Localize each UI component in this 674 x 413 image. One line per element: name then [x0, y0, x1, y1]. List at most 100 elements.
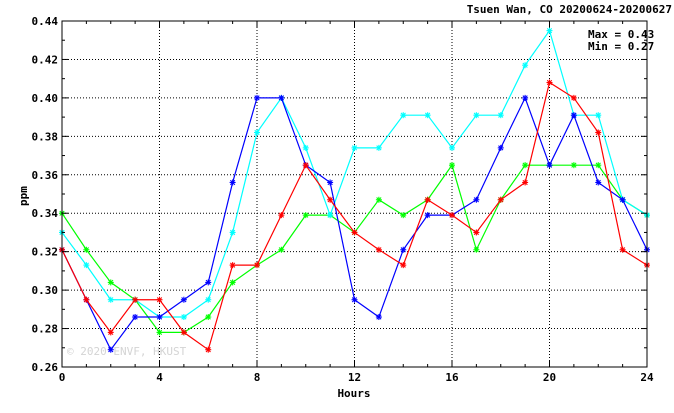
data-point [595, 112, 602, 119]
series-4 [59, 79, 650, 353]
y-tick-label: 0.36 [32, 169, 59, 182]
data-point [254, 129, 260, 136]
data-point [570, 162, 577, 169]
data-point [107, 296, 114, 303]
y-tick-label: 0.26 [32, 361, 59, 374]
data-point [497, 112, 504, 119]
data-point [497, 196, 504, 203]
data-point [449, 162, 455, 169]
x-tick-label: 8 [254, 371, 261, 384]
data-point [254, 262, 260, 269]
y-tick-label: 0.28 [32, 323, 59, 336]
series-line [61, 163, 648, 333]
data-point [302, 212, 309, 219]
data-point [107, 279, 114, 286]
x-tick-label: 0 [59, 371, 66, 384]
data-point [351, 144, 358, 151]
data-point [497, 144, 504, 151]
data-point [180, 296, 187, 303]
series-line [61, 29, 648, 318]
data-point [83, 262, 90, 269]
data-point [205, 296, 212, 303]
data-point [327, 179, 334, 186]
data-point [400, 112, 407, 119]
data-point [180, 329, 187, 336]
data-point [619, 246, 626, 253]
data-point [229, 229, 236, 236]
y-tick-label: 0.34 [32, 207, 59, 220]
data-point [205, 279, 212, 286]
x-tick-label: 16 [445, 371, 459, 384]
x-tick-label: 4 [156, 371, 163, 384]
data-point [351, 296, 358, 303]
data-point [351, 229, 358, 236]
y-axis-title: ppm [17, 186, 30, 206]
axis-ticks: 0 4 8 12 16 20 24 0.26 0.28 0.30 0.32 0.34 0.36 0.38 0… [32, 15, 654, 384]
data-point [254, 94, 260, 101]
data-point [400, 246, 407, 253]
y-tick-label: 0.32 [32, 246, 59, 259]
data-point [546, 162, 553, 169]
data-point [229, 179, 236, 186]
data-point [522, 162, 529, 169]
data-point [302, 162, 309, 169]
data-point [522, 94, 529, 101]
data-point [473, 112, 480, 119]
data-point [595, 179, 602, 186]
data-point [229, 279, 236, 286]
min-annotation: Min = 0.27 [588, 40, 654, 53]
data-point [83, 246, 90, 253]
y-tick-label: 0.30 [32, 284, 59, 297]
data-point [156, 296, 163, 303]
data-point [327, 212, 334, 219]
data-point [278, 94, 285, 101]
data-point [375, 196, 382, 203]
data-point [619, 196, 626, 203]
data-point [375, 246, 382, 253]
data-point [546, 27, 553, 34]
data-point [473, 196, 480, 203]
data-point [546, 79, 553, 86]
series-3 [59, 94, 650, 353]
x-tick-label: 20 [543, 371, 556, 384]
data-point [595, 129, 602, 136]
data-point [473, 246, 480, 253]
data-point [570, 94, 577, 101]
data-point [205, 346, 212, 353]
data-point [424, 212, 431, 219]
data-point [107, 346, 114, 353]
data-point [302, 144, 309, 151]
data-point [595, 162, 602, 169]
data-point [522, 179, 529, 186]
data-point [473, 229, 480, 236]
y-tick-label: 0.40 [32, 92, 59, 105]
data-point [107, 329, 114, 336]
max-annotation: Max = 0.43 [588, 28, 654, 41]
y-tick-label: 0.42 [32, 53, 59, 66]
x-tick-label: 12 [348, 371, 361, 384]
data-point [424, 196, 431, 203]
y-tick-label: 0.38 [32, 130, 59, 143]
data-point [522, 62, 529, 69]
chart-title: Tsuen Wan, CO 20200624-20200627 [467, 3, 672, 16]
series-group [59, 27, 650, 353]
data-point [156, 329, 163, 336]
data-point [424, 112, 431, 119]
data-point [83, 296, 90, 303]
copyright-watermark: © 2020 ENVF, HKUST [67, 345, 187, 358]
data-point [278, 212, 285, 219]
data-point [570, 112, 577, 119]
x-tick-label: 24 [640, 371, 654, 384]
data-point [180, 314, 187, 321]
data-point [327, 196, 334, 203]
data-point [400, 212, 407, 219]
data-point [229, 262, 236, 269]
data-point [132, 314, 139, 321]
data-point [375, 144, 382, 151]
y-tick-label: 0.44 [32, 15, 59, 28]
data-point [400, 262, 407, 269]
data-point [449, 144, 455, 151]
data-point [205, 314, 212, 321]
